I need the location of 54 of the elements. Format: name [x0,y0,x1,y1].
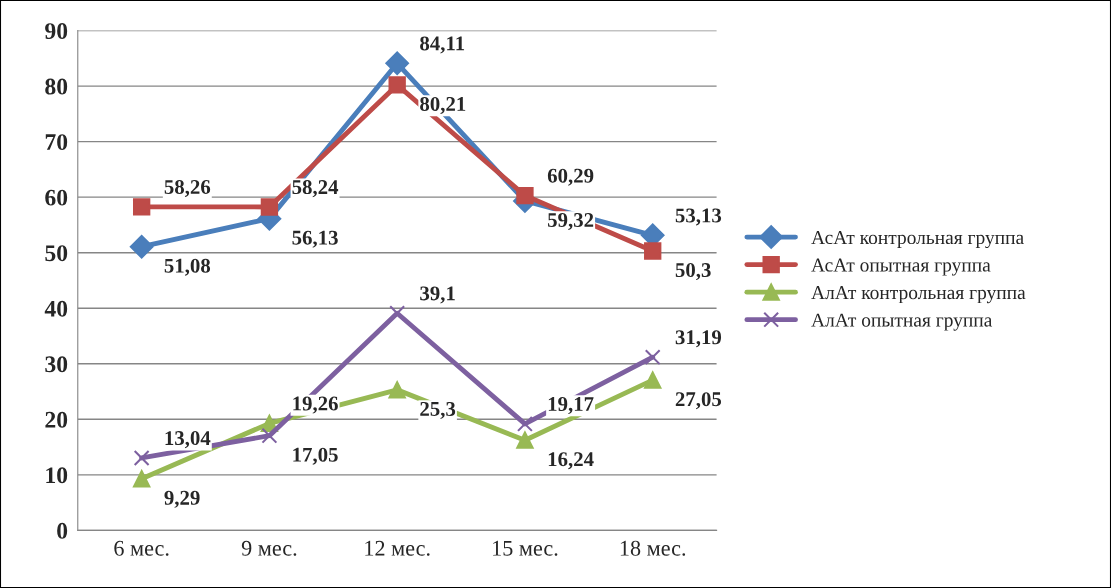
data-label: 58,24 [292,180,339,198]
y-tick-label: 10 [46,467,68,484]
data-label: 31,19 [675,330,722,348]
point [129,234,154,259]
data-label: 13,04 [165,431,211,449]
point [132,470,151,488]
data-label: 80,21 [420,96,466,115]
data-label: 25,3 [420,401,456,419]
legend-label: АсАт контрольная группа [811,231,1024,249]
data-label: 39,1 [420,286,455,304]
point [261,427,278,444]
data-label: 56,13 [292,230,338,248]
data-label: 51,08 [164,258,211,276]
data-label: 19,17 [548,397,594,415]
y-tick-label: 90 [45,23,68,39]
y-tick-label: 60 [45,189,68,206]
legend-label: АсАт опытная группа [811,258,991,276]
y-tick-label: 20 [45,411,68,428]
y-tick-label: 70 [45,134,68,151]
x-tick-label: 9 мес. [241,540,297,556]
y-tick-label: 40 [44,300,68,317]
data-label: 27,05 [675,392,722,410]
data-label: 60,29 [547,168,594,186]
point [644,349,661,366]
data-label: 19,26 [293,396,338,414]
data-label: 17,05 [293,447,338,465]
point [260,198,279,216]
point [516,186,534,205]
data-label: 16,24 [548,452,594,470]
x-tick-label: 12 мес. [365,540,430,556]
point [133,449,150,466]
point [388,76,406,94]
point [132,198,151,216]
point [516,431,534,449]
y-tick-label: 50 [45,245,68,262]
y-tick-label: 30 [45,356,68,373]
x-tick-label: 18 мес. [620,540,686,556]
y-tick-label: 80 [45,78,68,95]
x-tick-label: 15 мес. [493,540,558,556]
data-label: 58,26 [164,179,211,198]
point [644,371,662,389]
data-label: 9,29 [164,490,200,508]
point [644,242,662,260]
point [516,415,533,432]
data-label: 59,32 [548,213,594,231]
y-tick-label: 0 [57,522,68,539]
data-label: 53,13 [675,208,722,226]
x-tick-label: 6 мес. [114,540,169,556]
point [385,51,410,76]
legend-label: АлАт опытная группа [811,313,993,331]
data-label: 84,11 [420,36,465,54]
point [388,381,406,399]
legend-label: АлАт контрольная группа [811,286,1026,304]
data-label: 50,3 [675,263,711,281]
